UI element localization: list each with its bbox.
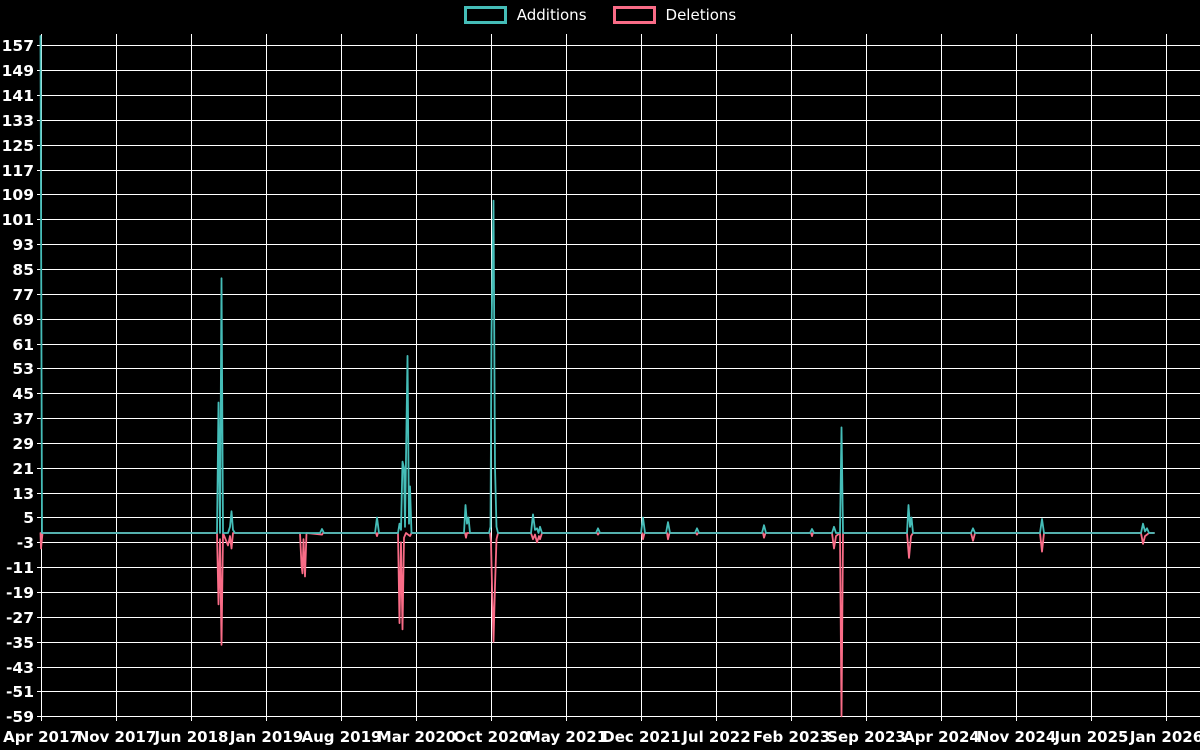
y-tick-label: -19: [6, 584, 34, 602]
data-series-lines: [39, 35, 1155, 718]
y-tick-label: 149: [2, 62, 34, 80]
y-tick-label: -59: [6, 708, 34, 726]
additions-swatch-icon: [463, 6, 507, 24]
x-tick-label: Aug 2019: [302, 728, 382, 746]
x-tick-label: Oct 2020: [454, 728, 530, 746]
legend-label-additions: Additions: [516, 6, 587, 24]
chart-legend: Additions Deletions: [0, 6, 1200, 24]
y-tick-label: -43: [6, 659, 34, 677]
x-tick-label: Nov 2024: [977, 728, 1057, 746]
y-tick-label: 141: [2, 87, 34, 105]
legend-label-deletions: Deletions: [665, 6, 737, 24]
x-tick-label: Jul 2022: [681, 728, 750, 746]
y-tick-label: 157: [2, 37, 34, 55]
x-tick-label: Sep 2023: [827, 728, 906, 746]
y-tick-label: 45: [12, 385, 34, 403]
x-tick-label: Feb 2023: [753, 728, 831, 746]
x-tick-label: Jun 2018: [154, 728, 229, 746]
y-tick-label: 29: [12, 435, 34, 453]
y-tick-label: 61: [12, 336, 34, 354]
y-tick-label: 77: [12, 286, 34, 304]
y-tick-label: 125: [2, 137, 34, 155]
x-tick-label: Apr 2017: [3, 728, 80, 746]
y-tick-label: -11: [6, 559, 34, 577]
x-tick-label: Jan 2019: [229, 728, 303, 746]
deletions-line: [39, 532, 1155, 718]
y-tick-label: 5: [23, 509, 34, 527]
y-tick-label: 53: [12, 360, 34, 378]
x-tick-label: Mar 2020: [377, 728, 456, 746]
y-tick-label: -3: [17, 534, 34, 552]
y-tick-label: 13: [12, 485, 34, 503]
x-tick-label: Apr 2024: [903, 728, 980, 746]
additions-line: [39, 35, 1155, 534]
x-tick-label: Jan 2026: [1129, 728, 1200, 746]
deletions-swatch-icon: [612, 6, 656, 24]
y-tick-label: -51: [6, 683, 34, 701]
y-tick-label: -27: [6, 609, 34, 627]
y-tick-label: 101: [2, 211, 34, 229]
y-tick-label: 21: [12, 460, 34, 478]
y-tick-label: 69: [12, 311, 34, 329]
y-tick-label: 93: [12, 236, 34, 254]
x-tick-label: Jun 2025: [1054, 728, 1129, 746]
vertical-gridlines: [41, 34, 1167, 721]
legend-item-deletions[interactable]: Deletions: [612, 6, 737, 24]
y-axis-tick-labels: 157 149 141 133 125 117 109 101 93 85 77 69 61 53 45 37…: [2, 37, 34, 726]
x-tick-label: Dec 2021: [602, 728, 681, 746]
y-tick-label: 37: [12, 410, 34, 428]
x-tick-label: Nov 2017: [77, 728, 157, 746]
y-tick-label: 109: [2, 186, 34, 204]
x-tick-label: May 2021: [526, 728, 607, 746]
y-tick-label: 117: [2, 162, 34, 180]
horizontal-gridlines: [37, 45, 1200, 717]
legend-item-additions[interactable]: Additions: [463, 6, 587, 24]
y-tick-label: 133: [2, 112, 34, 130]
y-tick-label: 85: [12, 261, 34, 279]
y-tick-label: -35: [6, 634, 34, 652]
